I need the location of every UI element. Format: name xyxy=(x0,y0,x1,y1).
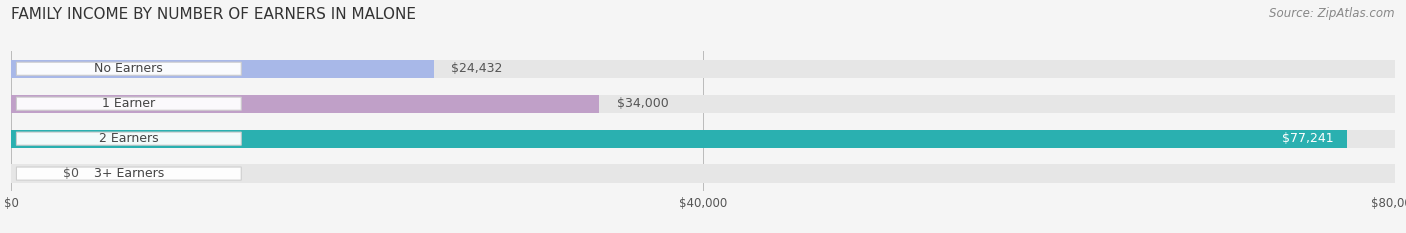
Text: $24,432: $24,432 xyxy=(451,62,502,75)
Bar xyxy=(11,95,599,113)
FancyBboxPatch shape xyxy=(17,167,242,180)
Text: $34,000: $34,000 xyxy=(616,97,668,110)
Text: $77,241: $77,241 xyxy=(1282,132,1333,145)
FancyBboxPatch shape xyxy=(17,62,242,75)
Bar xyxy=(11,60,434,78)
Bar xyxy=(11,130,1347,148)
Text: 2 Earners: 2 Earners xyxy=(98,132,159,145)
Bar xyxy=(11,60,1395,78)
Text: FAMILY INCOME BY NUMBER OF EARNERS IN MALONE: FAMILY INCOME BY NUMBER OF EARNERS IN MA… xyxy=(11,7,416,22)
FancyBboxPatch shape xyxy=(17,132,242,145)
Bar xyxy=(11,164,1395,183)
Text: Source: ZipAtlas.com: Source: ZipAtlas.com xyxy=(1270,7,1395,20)
Text: 3+ Earners: 3+ Earners xyxy=(94,167,165,180)
Bar xyxy=(11,130,1395,148)
Text: $0: $0 xyxy=(63,167,79,180)
Bar xyxy=(11,95,1395,113)
Text: No Earners: No Earners xyxy=(94,62,163,75)
FancyBboxPatch shape xyxy=(17,97,242,110)
Text: 1 Earner: 1 Earner xyxy=(103,97,156,110)
